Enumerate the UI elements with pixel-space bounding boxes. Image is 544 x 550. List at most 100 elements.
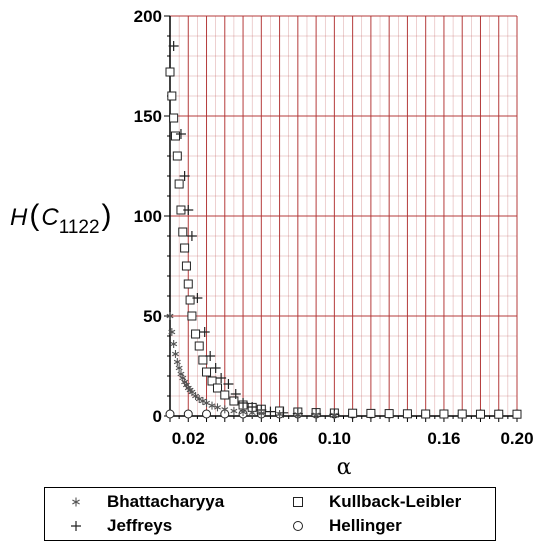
plus-point [205, 351, 216, 361]
y-tick-label: 100 [134, 207, 162, 226]
star-point [276, 410, 284, 418]
star-point [192, 392, 200, 400]
square-point [421, 409, 431, 419]
plus-point [168, 41, 179, 51]
data-series [165, 41, 522, 420]
square-point [366, 408, 376, 418]
star-point [166, 312, 174, 320]
star-point [257, 409, 265, 418]
legend-item-bhattacharyya: Bhattacharyya [65, 492, 224, 512]
square-point [172, 151, 182, 161]
square-point [170, 131, 180, 141]
y-tick-label: 0 [153, 407, 162, 426]
square-point [220, 390, 230, 400]
legend-marker [293, 497, 303, 507]
plus-point [223, 379, 234, 389]
square-point [457, 409, 467, 419]
square-point [194, 341, 204, 351]
square-point [165, 67, 175, 77]
square-point [167, 91, 177, 101]
x-tick-label: 0.20 [500, 429, 533, 448]
plus-point [199, 327, 210, 337]
star-point [330, 411, 338, 419]
legend-label: Hellinger [329, 516, 402, 535]
grid [169, 15, 518, 417]
x-axis-label: α [337, 455, 352, 480]
legend-marker [71, 521, 81, 531]
plus-point [230, 389, 241, 399]
square-point [212, 383, 222, 393]
star-point [214, 403, 221, 412]
square-point [169, 113, 179, 123]
tick-labels: 0 50 100 150 200 0.02 0.06 0.10 0.16 0.20 [134, 7, 534, 448]
square-point [475, 409, 485, 419]
square-point [348, 408, 358, 418]
y-axis-label: H(C1122) [10, 199, 112, 238]
star-point [248, 408, 256, 417]
square-point [183, 279, 193, 289]
square-point [174, 179, 184, 189]
x-tick-label: 0.16 [427, 429, 460, 448]
legend: Bhattacharyya Kullback-Leibler Jeffreys … [44, 487, 496, 541]
series-bhattacharyya [166, 312, 338, 419]
legend-item-hellinger: Hellinger [287, 516, 402, 536]
plus-marker-icon [71, 521, 81, 531]
circle-marker-icon [293, 521, 303, 531]
x-tick-label: 0.06 [245, 429, 278, 448]
square-point [191, 329, 201, 339]
y-tick-label: 200 [134, 7, 162, 26]
legend-item-kullback-leibler: Kullback-Leibler [287, 492, 461, 512]
square-marker-icon [293, 497, 303, 507]
plus-point [175, 129, 186, 139]
star-marker-icon [72, 497, 80, 507]
star-point [175, 364, 183, 372]
legend-item-jeffreys: Jeffreys [65, 516, 172, 536]
square-point [178, 227, 188, 237]
plus-point [192, 293, 203, 303]
plus-point [216, 373, 227, 383]
square-point [185, 295, 195, 305]
y-tick-label: 50 [143, 307, 162, 326]
plus-point [210, 363, 221, 373]
square-point [512, 409, 522, 419]
star-point [230, 407, 238, 415]
plus-point [179, 171, 190, 181]
star-point [170, 340, 178, 348]
circle-point [165, 409, 175, 419]
square-point [198, 355, 208, 365]
legend-marker [72, 497, 80, 507]
square-point [439, 409, 449, 419]
chart-svg: 0 50 100 150 200 0.02 0.06 0.10 0.16 0.20 H(C1122… [10, 7, 534, 480]
square-point [202, 367, 212, 377]
square-point [180, 243, 190, 253]
square-point [494, 409, 504, 419]
circle-point [202, 409, 212, 419]
star-point [312, 410, 320, 419]
y-tick-label: 150 [134, 107, 162, 126]
square-point [402, 409, 412, 419]
star-point [208, 401, 216, 410]
star-point [172, 350, 179, 358]
plus-point [186, 231, 197, 241]
star-point [239, 408, 247, 416]
square-point [181, 261, 191, 271]
star-point [294, 410, 302, 419]
legend-label: Jeffreys [107, 516, 173, 535]
star-point [221, 405, 229, 414]
legend-marker [293, 521, 303, 531]
legend-label: Kullback-Leibler [329, 492, 462, 511]
square-point [207, 376, 217, 386]
x-tick-label: 0.10 [318, 429, 351, 448]
plus-point [183, 205, 194, 215]
star-point [188, 388, 196, 396]
star-point [173, 358, 181, 366]
square-point [384, 409, 394, 419]
plus-point [265, 406, 276, 417]
x-tick-label: 0.02 [172, 429, 205, 448]
square-point [229, 396, 239, 406]
circle-point [183, 409, 193, 419]
legend-label: Bhattacharyya [107, 492, 225, 511]
square-point [187, 311, 197, 321]
star-point [168, 328, 176, 336]
plus-point [238, 398, 249, 408]
